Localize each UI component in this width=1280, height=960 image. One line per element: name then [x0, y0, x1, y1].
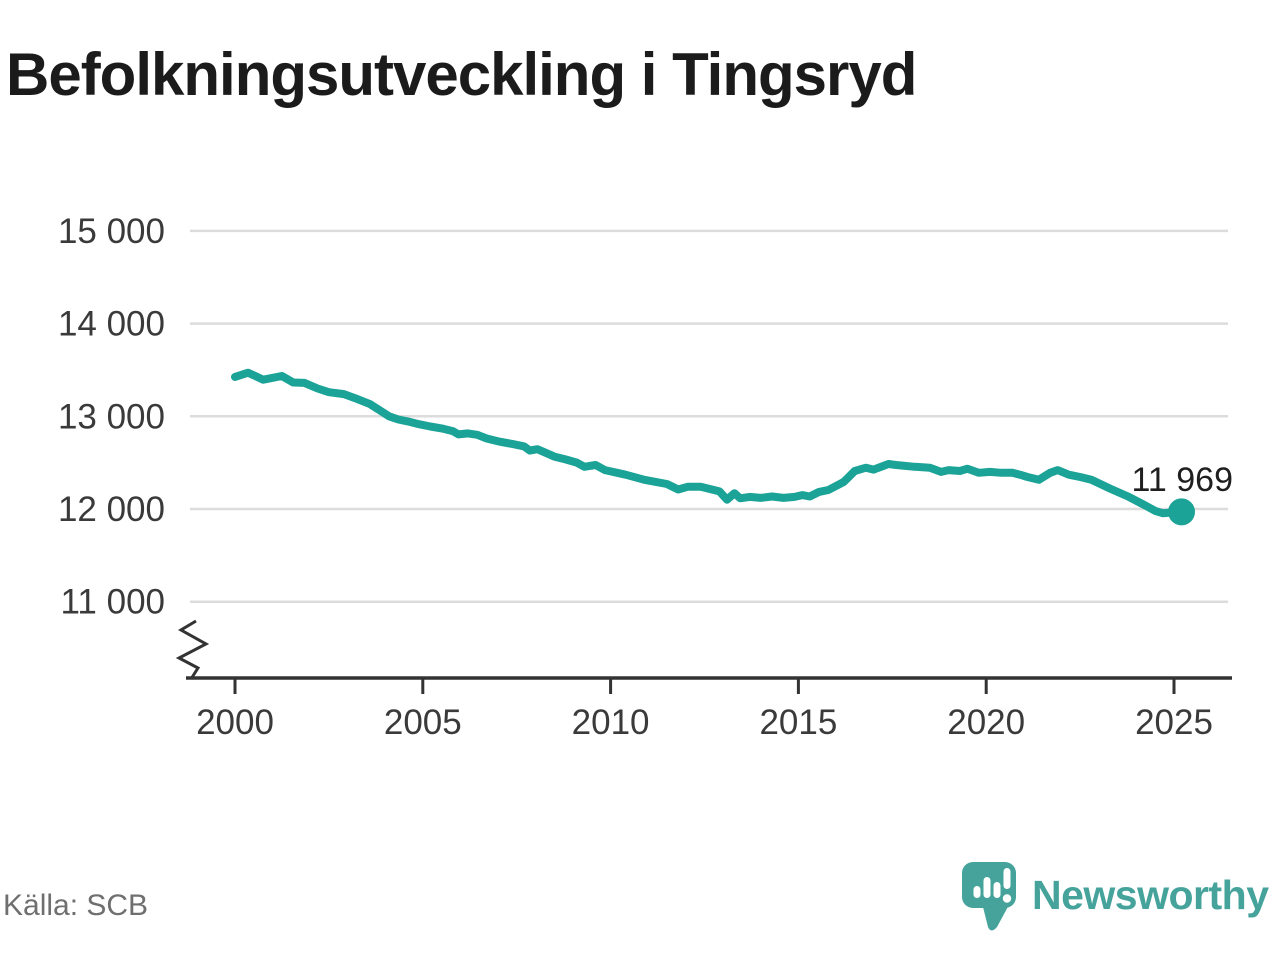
logo-bar-short — [973, 886, 981, 898]
logo-bar-medium — [993, 882, 1001, 898]
population-line — [231, 368, 1186, 518]
y-axis-break-icon — [175, 619, 210, 680]
logo-bar-tall — [983, 877, 991, 898]
x-tick-label: 2010 — [572, 703, 650, 742]
last-value-dot — [1168, 498, 1196, 526]
y-tick-label: 11 000 — [61, 583, 165, 622]
chart-title: Befolkningsutveckling i Tingsryd — [6, 41, 917, 108]
y-tick-label: 13 000 — [58, 397, 165, 436]
y-tick-label: 12 000 — [58, 490, 165, 529]
brand-name: Newsworthy — [1032, 872, 1269, 918]
logo-exclamation-dot — [1002, 894, 1012, 903]
x-tick-label: 2005 — [384, 703, 462, 742]
x-tick-label: 2015 — [759, 703, 837, 742]
y-tick-label: 14 000 — [58, 305, 165, 344]
source-label: Källa: SCB — [3, 889, 149, 922]
y-tick-label: 15 000 — [58, 212, 165, 251]
x-tick-label: 2000 — [196, 703, 274, 742]
x-tick-label: 2025 — [1135, 703, 1213, 742]
last-value-label: 11 969 — [1131, 461, 1233, 499]
logo-exclamation-bar — [1003, 868, 1011, 889]
x-tick-label: 2020 — [947, 703, 1025, 742]
